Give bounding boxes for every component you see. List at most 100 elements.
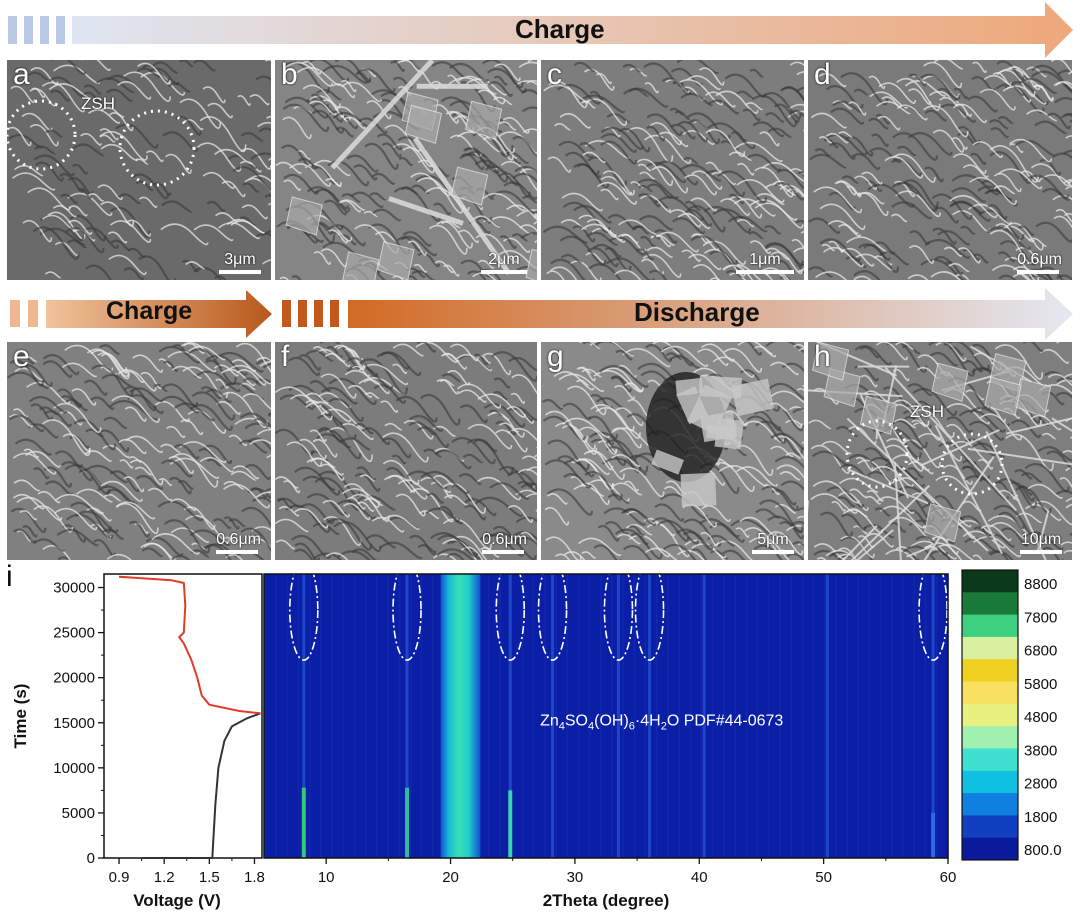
x-tick-label: 0.9: [109, 869, 130, 886]
x-tick-label: 20: [442, 869, 459, 886]
panel-label-e: e: [13, 342, 30, 373]
scale-bar: 1μm: [736, 251, 794, 274]
heatmap-streak: [566, 574, 569, 858]
diffraction-peak-line: [302, 574, 306, 858]
scale-bar-line: [1017, 270, 1060, 274]
diffraction-peak-line: [508, 574, 512, 858]
heatmap-streak: [700, 574, 703, 858]
x-tick-label: 1.5: [199, 869, 220, 886]
y-tick-label: 20000: [53, 670, 95, 687]
early-peak-highlight: [405, 787, 410, 858]
scale-bar-line: [219, 270, 261, 274]
heatmap-streak: [767, 574, 770, 858]
scale-bar-label: 10μm: [1020, 531, 1062, 548]
sem-panel-h: h 10μm ZSH: [808, 342, 1072, 560]
heatmap-streak: [286, 574, 289, 858]
zsh-annotation: ZSH: [910, 402, 944, 421]
y-tick-label: 30000: [53, 580, 95, 597]
heatmap-streak: [711, 574, 714, 858]
heatmap-streak: [689, 574, 692, 858]
scale-bar-line: [1020, 550, 1062, 554]
diffraction-peak-line: [931, 574, 935, 858]
heatmap-streak: [599, 574, 602, 858]
colorbar-swatch: [962, 592, 1018, 616]
scale-bar: 10μm: [1020, 531, 1062, 554]
charge-mid-label: Charge: [106, 297, 193, 325]
diffraction-peak-line: [551, 574, 555, 858]
heatmap-streak: [868, 574, 871, 858]
panel-label-h: h: [814, 342, 831, 373]
amorphous-band: [440, 574, 481, 858]
heatmap-streak: [521, 574, 524, 858]
colorbar-swatch: [962, 837, 1018, 861]
heatmap-streak: [666, 574, 669, 858]
charge-arrow: [72, 2, 1073, 58]
heatmap-streak: [633, 574, 636, 858]
scale-bar-line: [481, 270, 527, 274]
colorbar-frame: [961, 569, 1019, 861]
heatmap-background: [264, 574, 948, 858]
heatmap-streak: [610, 574, 613, 858]
colorbar-swatch: [962, 636, 1018, 660]
voltage-plot-frame: [103, 573, 263, 859]
sem-panel-a: a 3μm ZSH: [7, 60, 271, 280]
heatmap-streak: [622, 574, 625, 858]
heatmap-streak: [745, 574, 748, 858]
heatmap-streak: [734, 574, 737, 858]
scale-bar: 0.6μm: [216, 531, 261, 554]
sem-panel-e: e 0.6μm: [7, 342, 271, 560]
phase-label-part: 4: [588, 720, 594, 732]
phase-label-part: SO: [565, 712, 588, 729]
sem-panel-c: c 1μm: [541, 60, 804, 280]
y-tick-label: 10000: [53, 760, 95, 777]
x-tick-label: 1.2: [154, 869, 175, 886]
panel-label-c: c: [547, 60, 562, 91]
sem-panel-d: d 0.6μm: [808, 60, 1072, 280]
sem-panel-f: f 0.6μm: [275, 342, 537, 560]
phase-label-part: O PDF#44-0673: [667, 712, 784, 729]
panel-label-a: a: [13, 60, 30, 91]
charge-arrow-mid: [46, 290, 272, 338]
heatmap-streak: [879, 574, 882, 858]
colorbar-swatch: [962, 614, 1018, 638]
early-peak-highlight: [508, 790, 513, 858]
heatmap-streak: [722, 574, 725, 858]
colorbar-swatch: [962, 793, 1018, 816]
colorbar-swatch: [962, 815, 1018, 839]
phase-label-part: 6: [629, 720, 635, 732]
heatmap-streak: [375, 574, 378, 858]
heatmap-streak: [387, 574, 390, 858]
heatmap-streak: [331, 574, 334, 858]
colorbar-swatch: [962, 659, 1018, 683]
early-peak-highlight: [301, 787, 306, 858]
panel-i: i 0 5000 10000 15000 20000 25000 30000 0.9 1.2 1.…: [0, 560, 1080, 920]
colorbar-tick-label: 3800: [1024, 742, 1057, 759]
early-peak-highlight: [931, 812, 936, 858]
x-tick-label: 10: [318, 869, 335, 886]
phase-label-part: Zn: [540, 712, 559, 729]
heatmap-streak: [264, 574, 266, 858]
heatmap-streak: [901, 574, 904, 858]
scale-bar: 2μm: [481, 251, 527, 274]
voltage-series-0: [141, 712, 261, 859]
phase-label: Zn4SO4(OH)6·4H2O PDF#44-0673: [540, 712, 783, 732]
colorbar-swatch: [962, 570, 1018, 593]
heatmap-streak: [420, 574, 423, 858]
heatmap-streak: [543, 574, 546, 858]
heatmap-streak: [778, 574, 781, 858]
y-tick-label: 0: [87, 850, 95, 867]
y-tick-label: 5000: [62, 805, 95, 822]
colorbar-tick-label: 2800: [1024, 776, 1057, 793]
heatmap-streak: [756, 574, 759, 858]
heatmap-streak: [342, 574, 345, 858]
heatmap-streak: [577, 574, 580, 858]
sem-texture: [275, 60, 537, 280]
phase-label-part: (OH): [594, 712, 629, 729]
x-tick-label: 1.8: [244, 869, 265, 886]
panel-i-label: i: [6, 560, 13, 593]
scale-bar: 0.6μm: [482, 531, 527, 554]
sem-panel-g: g 5μm: [541, 342, 804, 560]
scale-bar-label: 1μm: [749, 251, 781, 268]
scale-bar: 3μm: [219, 251, 261, 274]
panel-label-g: g: [547, 342, 564, 373]
